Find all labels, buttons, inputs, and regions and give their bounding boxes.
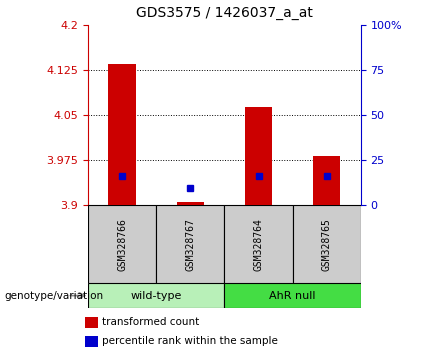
Title: GDS3575 / 1426037_a_at: GDS3575 / 1426037_a_at xyxy=(136,6,313,19)
Bar xyxy=(177,202,204,205)
Bar xyxy=(85,317,98,328)
Text: GSM328764: GSM328764 xyxy=(253,218,264,271)
Text: AhR null: AhR null xyxy=(269,291,316,301)
Text: wild-type: wild-type xyxy=(131,291,182,301)
Bar xyxy=(224,205,293,283)
Bar xyxy=(313,156,341,205)
Text: GSM328766: GSM328766 xyxy=(117,218,127,271)
Text: GSM328765: GSM328765 xyxy=(322,218,332,271)
Text: percentile rank within the sample: percentile rank within the sample xyxy=(103,336,279,346)
Bar xyxy=(88,205,156,283)
Bar xyxy=(224,283,361,308)
Bar xyxy=(88,283,224,308)
Bar xyxy=(245,107,272,205)
Bar xyxy=(85,336,98,347)
Bar xyxy=(293,205,361,283)
Text: GSM328767: GSM328767 xyxy=(185,218,195,271)
Text: transformed count: transformed count xyxy=(103,318,200,327)
Bar xyxy=(109,64,136,205)
Text: genotype/variation: genotype/variation xyxy=(4,291,103,301)
Bar xyxy=(156,205,224,283)
